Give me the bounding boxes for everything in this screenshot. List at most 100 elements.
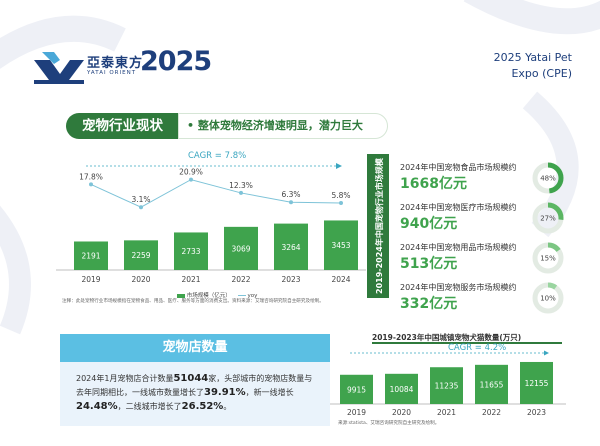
pet-count-bar-value: 9915 (347, 385, 366, 394)
stat-ring: 10% (532, 282, 564, 314)
market-cagr-arrowhead (336, 163, 342, 169)
yoy-line (90, 179, 342, 208)
stat-ring: 27% (532, 202, 564, 234)
store-count: 51044 (173, 373, 209, 384)
section-title: 宠物行业现状 (66, 113, 178, 139)
stat-ring-label: 48% (540, 175, 556, 183)
stat-ring-fill (532, 202, 564, 234)
market-bar (174, 232, 208, 270)
stat-ring-fill (532, 162, 564, 194)
pet-count-cagr-label: CAGR = 4.2% (448, 343, 507, 353)
stat-ring-fill (532, 282, 564, 314)
market-chart-note: 注释：此处宠物行业市场规模指在宠物食品、用品、医疗、服务等方面的消费支出。资料来… (62, 299, 324, 304)
store-text-2: 家，头部城市的宠物店数量与去年同期相比，一线城市数量增长了 (76, 374, 313, 397)
market-x-tick: 2020 (131, 275, 150, 284)
pet-count-bar (430, 367, 463, 404)
store-newtier1-growth: 24.48% (76, 401, 118, 412)
pet-count-x-tick: 2021 (437, 408, 456, 417)
pet-count-bar-value: 10084 (390, 385, 414, 394)
yoy-point (189, 177, 193, 182)
pet-count-bar-value: 12155 (525, 379, 549, 388)
store-text-4: ，二线城市增长了 (117, 402, 182, 411)
yoy-label: 12.3% (229, 181, 253, 190)
yoy-point (339, 201, 343, 206)
stat-value: 940亿元 (400, 216, 458, 232)
pet-count-cagr-arrowhead (544, 350, 549, 356)
market-size-chart: 2191 2019 2259 2020 2733 2021 3069 2022 3264 2023… (56, 163, 366, 284)
yoy-label: 6.3% (281, 190, 300, 199)
stat-ring-label: 15% (540, 255, 556, 263)
stat-title: 2024年中国宠物食品市场规模约 (400, 163, 517, 172)
market-x-tick: 2024 (331, 275, 350, 284)
market-bar-value: 3264 (281, 243, 300, 252)
market-bar-value: 3069 (231, 244, 250, 253)
pet-count-chart-note: 来源:statista、艾瑞咨询研究院自主研究及绘制。 (338, 421, 440, 426)
legend-line-label: yoy (247, 293, 258, 299)
stat-title: 2024年中国宠物用品市场规模约 (400, 243, 517, 252)
market-x-tick: 2019 (81, 275, 100, 284)
logo-year: 2025 (140, 46, 212, 77)
market-bar (124, 240, 158, 270)
pet-count-bar (475, 364, 508, 404)
section-subtitle: • 整体宠物经济增速明显，潜力巨大 (178, 113, 388, 139)
logo-chinese-name: 亞泰東方 (87, 56, 144, 71)
pet-count-bar-value: 11235 (435, 382, 459, 391)
pet-count-x-tick: 2019 (347, 408, 366, 417)
pet-count-title-underline (372, 342, 562, 344)
stat-ring-fill (532, 242, 564, 274)
pet-store-heading: 宠物店数量 (60, 334, 330, 362)
pet-count-bar-value: 11655 (480, 380, 504, 389)
pet-count-x-tick: 2023 (527, 408, 546, 417)
pet-count-chart-title: 2019-2023年中国城镇宠物犬猫数量(万只) (372, 333, 522, 342)
market-size-banner-text: 2019-2024年中国宠物行业市场规模 (375, 158, 384, 294)
stat-value: 513亿元 (400, 256, 458, 272)
market-chart-legend: 市场规模（亿元） yoy (177, 291, 257, 299)
market-x-tick: 2021 (181, 275, 200, 284)
stat-title: 2024年中国宠物医疗市场规模约 (400, 203, 517, 212)
stat-ring-label: 10% (540, 295, 556, 303)
yoy-label: 20.9% (179, 168, 203, 177)
pet-count-bar (520, 361, 553, 404)
stat-ring: 48% (532, 162, 564, 194)
pet-count-chart: 9915 2019 10084 2020 11235 2021 11655 2022 12155… (330, 350, 566, 417)
yatai-logo-icon (34, 52, 84, 84)
market-x-tick: 2023 (281, 275, 300, 284)
pet-count-bar (340, 374, 373, 404)
pet-count-x-tick: 2020 (392, 408, 411, 417)
stat-ring-label: 27% (540, 215, 556, 223)
market-bar (224, 226, 258, 270)
market-bar-value: 2259 (131, 251, 150, 260)
market-bar-value: 2733 (181, 247, 200, 256)
yoy-point (139, 205, 143, 210)
store-tier2-growth: 26.52% (181, 401, 224, 412)
market-size-banner: 2019-2024年中国宠物行业市场规模 (367, 154, 389, 298)
store-text-1: 2024年1月宠物店合计数量 (76, 374, 174, 383)
market-bar (274, 223, 308, 270)
yoy-point (239, 190, 243, 195)
legend-bar-swatch (177, 293, 185, 298)
yoy-label: 17.8% (79, 172, 103, 181)
stat-value: 332亿元 (400, 296, 458, 312)
stat-ring: 15% (532, 242, 564, 274)
pet-count-x-tick: 2022 (482, 408, 501, 417)
legend-line-swatch (237, 295, 246, 296)
expo-title: 2025 Yatai Pet Expo (CPE) (494, 50, 572, 82)
yoy-label: 3.1% (131, 195, 150, 204)
store-text-3: ，新一线增长 (245, 388, 294, 397)
stat-value: 1668亿元 (400, 176, 467, 192)
expo-title-line2: Expo (CPE) (511, 67, 572, 80)
yoy-point (89, 182, 93, 187)
market-bar (74, 241, 108, 270)
store-text-5: 。 (223, 402, 232, 411)
legend-bar-label: 市场规模（亿元） (186, 293, 231, 299)
pet-store-description: 2024年1月宠物店合计数量51044家，头部城市的宠物店数量与去年同期相比，一… (60, 362, 330, 426)
market-bar (324, 220, 358, 270)
market-cagr-label: CAGR = 7.8% (188, 151, 247, 161)
stat-title: 2024年中国宠物服务市场规模约 (400, 283, 517, 292)
yoy-label: 5.8% (331, 191, 350, 200)
expo-title-line1: 2025 Yatai Pet (493, 51, 572, 64)
market-x-tick: 2022 (231, 275, 250, 284)
logo-english-name: YATAI ORIENT (87, 70, 137, 76)
market-bar-value: 3453 (331, 241, 350, 250)
yoy-point (289, 200, 293, 205)
